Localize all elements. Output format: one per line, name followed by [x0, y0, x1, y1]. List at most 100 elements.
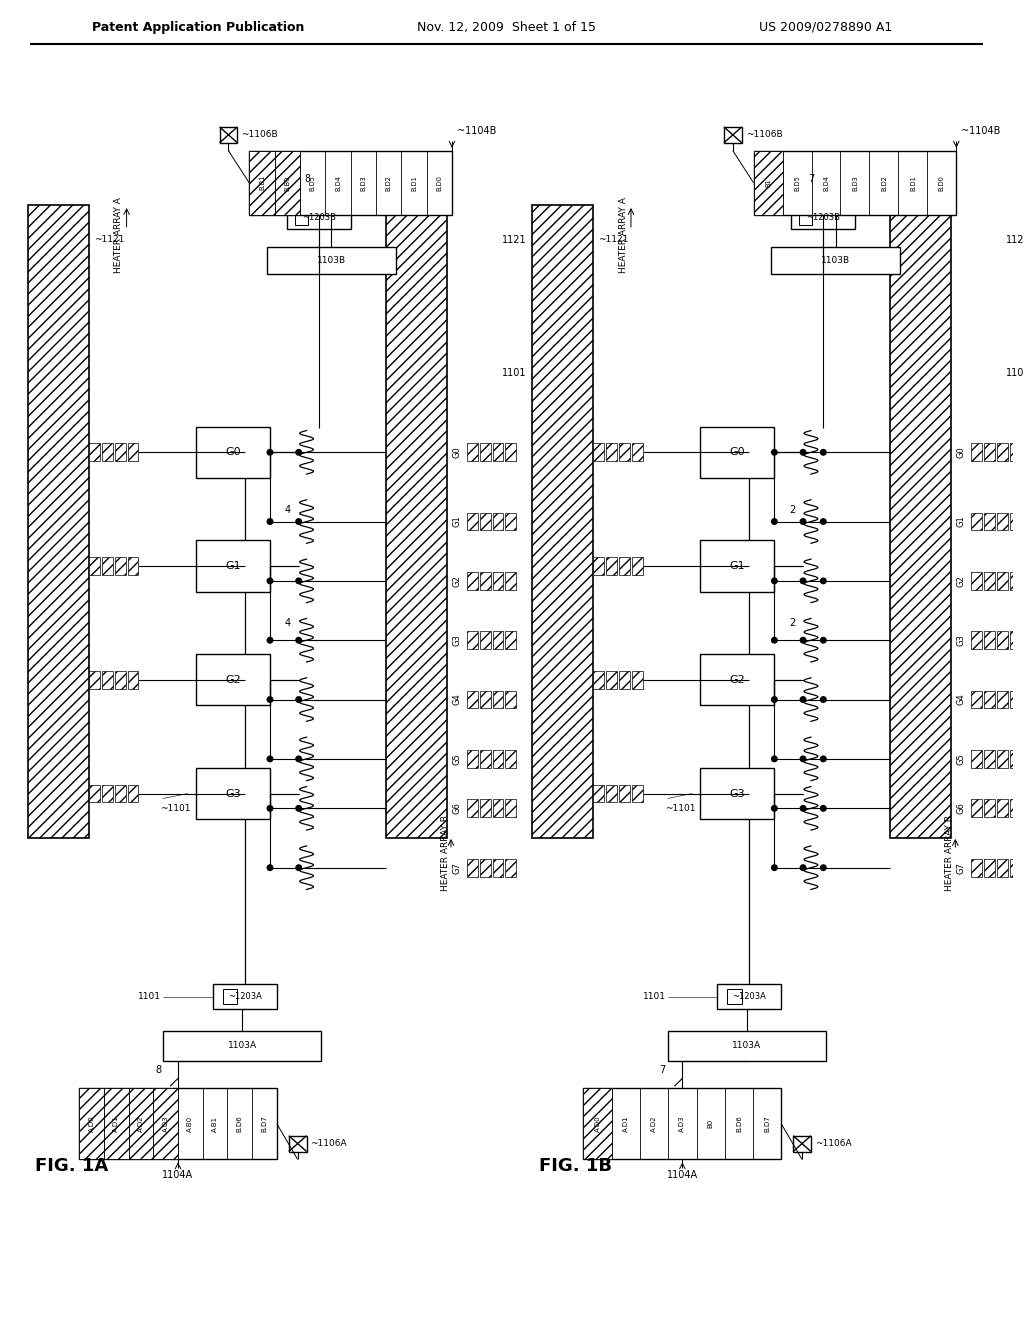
Circle shape [820, 805, 826, 810]
Text: B.D2: B.D2 [881, 174, 887, 191]
Text: 1103A: 1103A [227, 1041, 257, 1051]
Text: B.D5: B.D5 [309, 174, 315, 191]
Circle shape [772, 756, 777, 762]
Circle shape [267, 519, 272, 524]
Bar [79, 1088, 103, 1159]
Text: HEATER ARRAY A: HEATER ARRAY A [114, 197, 123, 273]
Text: 7: 7 [808, 174, 814, 185]
Text: ~1104B: ~1104B [457, 125, 497, 136]
Bar [128, 557, 138, 576]
Text: ~1121: ~1121 [94, 235, 124, 244]
Bar [792, 207, 855, 228]
Bar [771, 247, 900, 275]
Circle shape [296, 697, 301, 702]
Circle shape [296, 578, 301, 583]
Bar [700, 655, 774, 705]
Text: G3: G3 [453, 635, 462, 647]
Bar [506, 800, 516, 817]
Circle shape [267, 578, 272, 583]
Bar [506, 512, 516, 531]
Bar [997, 572, 1008, 590]
Text: G1: G1 [729, 561, 745, 572]
Bar [493, 859, 504, 876]
Bar [593, 444, 604, 461]
Bar [467, 750, 477, 768]
Bar [606, 671, 617, 689]
Text: ~1106B: ~1106B [745, 131, 782, 140]
Bar [154, 1088, 178, 1159]
Bar [115, 784, 126, 803]
Bar [493, 800, 504, 817]
Text: B.D0: B.D0 [436, 174, 442, 191]
Bar [593, 671, 604, 689]
Bar [984, 690, 995, 709]
Circle shape [801, 756, 806, 762]
Bar [506, 631, 516, 649]
Text: B.B0: B.B0 [285, 176, 290, 190]
Bar [493, 444, 504, 461]
Circle shape [820, 697, 826, 702]
Text: G6: G6 [956, 803, 966, 814]
Circle shape [820, 756, 826, 762]
Bar [163, 1031, 322, 1060]
Bar [128, 784, 138, 803]
Text: B.D4: B.D4 [823, 174, 829, 191]
Text: FIG. 1B: FIG. 1B [539, 1158, 612, 1175]
Bar [506, 859, 516, 876]
Text: HEATER ARRAY B: HEATER ARRAY B [440, 814, 450, 891]
Text: B.D3: B.D3 [360, 176, 367, 190]
Text: G5: G5 [453, 752, 462, 764]
Bar [606, 557, 617, 576]
Circle shape [801, 805, 806, 810]
Bar [213, 985, 276, 1008]
Circle shape [267, 865, 272, 870]
Text: G0: G0 [956, 446, 966, 458]
Text: HEATER ARRAY B: HEATER ARRAY B [945, 814, 954, 891]
Bar [249, 150, 274, 215]
Bar [984, 444, 995, 461]
Bar [89, 784, 100, 803]
Text: B.D4: B.D4 [335, 174, 341, 191]
Text: G2: G2 [956, 576, 966, 587]
Text: 1103A: 1103A [732, 1041, 761, 1051]
Text: 1104A: 1104A [163, 1171, 194, 1180]
Bar [984, 800, 995, 817]
Bar [28, 205, 89, 838]
Bar [997, 512, 1008, 531]
Text: A.D3: A.D3 [679, 1115, 685, 1133]
Bar [115, 671, 126, 689]
Circle shape [296, 519, 301, 524]
Circle shape [820, 519, 826, 524]
Bar [287, 207, 351, 228]
Text: 8: 8 [156, 1065, 162, 1076]
Bar [115, 444, 126, 461]
Bar [289, 1135, 306, 1151]
Bar [1010, 572, 1021, 590]
Text: G6: G6 [453, 803, 462, 814]
Bar [668, 1031, 825, 1060]
Text: A.D1: A.D1 [623, 1115, 629, 1133]
Bar [467, 690, 477, 709]
Bar [479, 572, 490, 590]
Circle shape [801, 865, 806, 870]
Text: A.B1: A.B1 [212, 1115, 218, 1131]
Text: 1101: 1101 [1006, 368, 1024, 379]
Bar [620, 557, 630, 576]
Bar [984, 572, 995, 590]
Circle shape [267, 638, 272, 643]
Bar [794, 1135, 811, 1151]
Bar [971, 859, 982, 876]
Bar [593, 557, 604, 576]
Circle shape [820, 450, 826, 455]
Bar [700, 768, 774, 820]
Bar [506, 444, 516, 461]
Circle shape [296, 756, 301, 762]
Bar [717, 985, 781, 1008]
Text: B.D1: B.D1 [411, 176, 417, 190]
Text: G2: G2 [225, 675, 241, 685]
Bar [506, 572, 516, 590]
Bar [890, 205, 951, 838]
Text: 7: 7 [659, 1065, 666, 1076]
Circle shape [296, 638, 301, 643]
Text: 2: 2 [790, 504, 796, 515]
